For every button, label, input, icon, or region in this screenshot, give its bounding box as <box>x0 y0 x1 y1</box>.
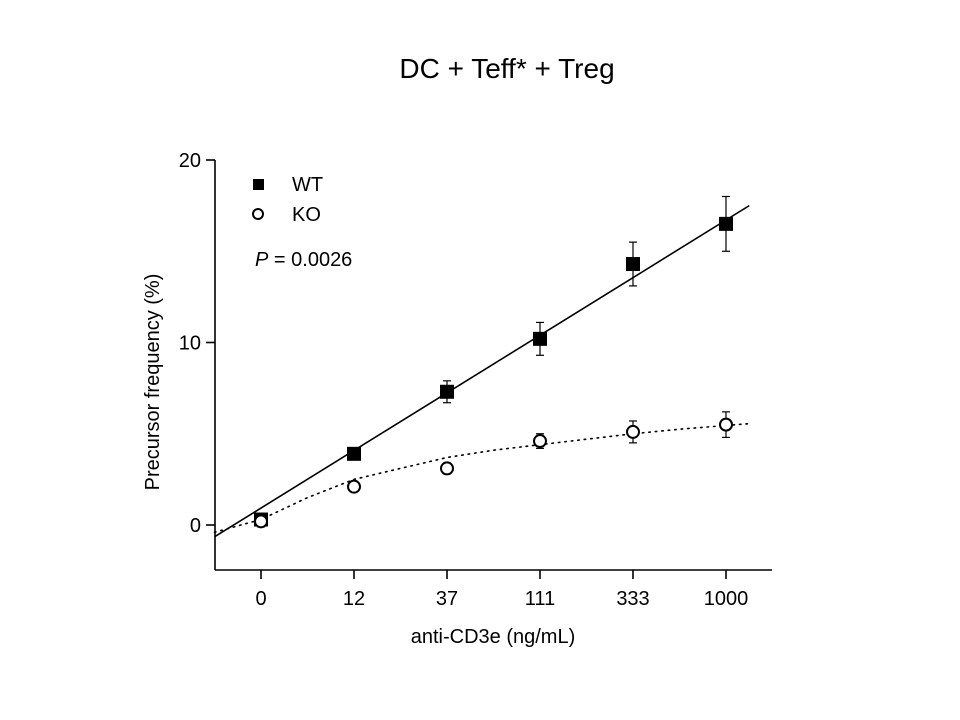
wt-marker <box>347 446 361 461</box>
wt-marker <box>440 384 454 399</box>
x-axis-label: anti-CD3e (ng/mL) <box>411 626 576 648</box>
x-axis-ticks: 0 12 37 111 333 1000 <box>255 570 748 610</box>
wt-point <box>719 195 733 252</box>
legend-label-ko: KO <box>292 204 321 226</box>
ko-point <box>440 461 454 476</box>
ko-marker <box>254 514 268 529</box>
x-tick-label: 1000 <box>704 588 749 610</box>
p-value-symbol: P <box>255 249 269 271</box>
fit-lines <box>213 204 751 538</box>
y-axis-ticks: 0 10 20 <box>179 150 215 537</box>
legend: WT KO <box>252 174 323 226</box>
wt-fit-line <box>214 204 750 538</box>
legend-marker-wt <box>253 179 264 190</box>
y-tick-label: 10 <box>179 333 201 355</box>
wt-point <box>347 446 361 461</box>
ko-point <box>719 411 733 438</box>
wt-point <box>533 321 547 356</box>
ko-point <box>347 479 361 494</box>
ko-point <box>533 433 547 449</box>
wt-marker <box>719 216 733 231</box>
x-tick-label: 333 <box>616 588 649 610</box>
wt-point <box>440 380 454 404</box>
wt-point <box>626 241 640 287</box>
y-tick-label: 20 <box>179 150 201 172</box>
x-tick-label: 12 <box>343 588 365 610</box>
ko-marker <box>347 479 361 494</box>
p-value-annotation: P = 0.0026 <box>255 249 352 271</box>
wt-marker <box>533 331 547 346</box>
legend-label-wt: WT <box>292 174 323 196</box>
ko-marker <box>440 461 454 476</box>
ko-point <box>254 514 268 529</box>
x-tick-label: 0 <box>255 588 266 610</box>
x-tick-label: 111 <box>525 588 555 610</box>
ko-point <box>626 420 640 444</box>
legend-marker-ko <box>252 208 264 220</box>
plot-area: 0 10 20 0 12 37 111 333 1000 <box>179 150 772 610</box>
x-tick-label: 37 <box>436 588 458 610</box>
p-value-text: = 0.0026 <box>268 249 352 271</box>
ko-marker <box>533 434 547 449</box>
ko-fit-curve <box>213 422 751 534</box>
ko-marker <box>719 417 733 432</box>
chart-title: DC + Teff* + Treg <box>399 53 614 84</box>
y-tick-label: 0 <box>190 515 201 537</box>
ko-marker <box>626 424 640 439</box>
wt-marker <box>626 257 640 272</box>
y-axis-label: Precursor frequency (%) <box>142 274 164 491</box>
data-marks <box>254 195 733 529</box>
